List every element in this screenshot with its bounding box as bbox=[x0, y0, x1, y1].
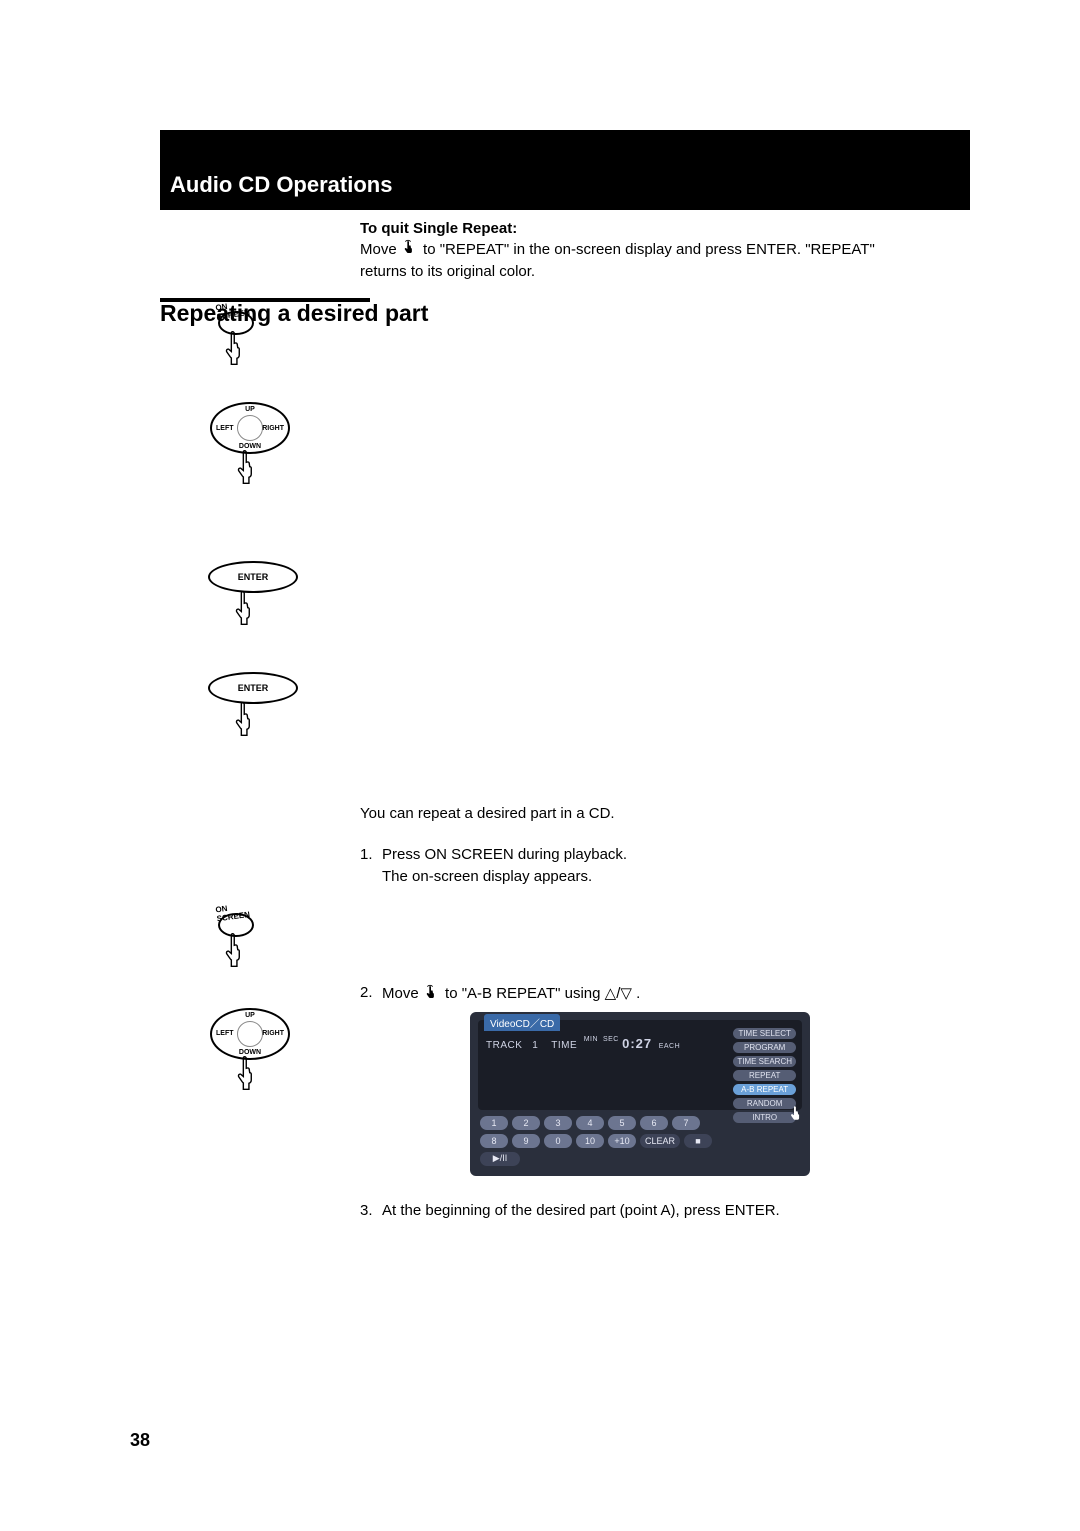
dpad-up-label: UP bbox=[245, 1012, 255, 1019]
osd-key: 7 bbox=[672, 1116, 700, 1130]
osd-menu-item: INTRO bbox=[733, 1112, 796, 1123]
step-2c: . bbox=[636, 985, 640, 1002]
dpad-right-label: RIGHT bbox=[262, 425, 284, 432]
step-2: 2. Move to "A-B REPEAT" using △/▽ . bbox=[360, 984, 970, 1004]
remote-illustration-stack: ON SCREEN UP DOWN LEFT RIGHT ENTER bbox=[160, 311, 970, 743]
osd-key: 4 bbox=[576, 1116, 604, 1130]
dpad-right-label: RIGHT bbox=[262, 1030, 284, 1037]
osd-sec: SEC bbox=[603, 1036, 619, 1043]
remote-dpad-icon: UP DOWN LEFT RIGHT bbox=[210, 1008, 290, 1060]
row-step2: UP DOWN LEFT RIGHT 2. Move to "A-B REPEA… bbox=[160, 984, 970, 1227]
osd-track-no: 1 bbox=[532, 1040, 538, 1051]
osd-key-play-pause: ▶/II bbox=[480, 1152, 520, 1166]
section-banner: Audio CD Operations bbox=[160, 130, 970, 210]
pressing-hand-icon bbox=[232, 700, 260, 738]
osd-key: 2 bbox=[512, 1116, 540, 1130]
osd-min: MIN bbox=[584, 1036, 598, 1043]
row-onscreen: ON SCREEN bbox=[160, 913, 970, 974]
osd-menu: TIME SELECT PROGRAM TIME SEARCH REPEAT A… bbox=[733, 1028, 796, 1123]
osd-panel: VideoCD／CD TRACK 1 TIME MIN SEC 0:27 EAC… bbox=[470, 1012, 810, 1176]
remote-enter-icon: ENTER bbox=[160, 672, 970, 743]
quit-line1: Move to "REPEAT" in the on-screen displa… bbox=[360, 239, 970, 261]
dpad-up-label: UP bbox=[245, 406, 255, 413]
triangle-down-icon: ▽ bbox=[620, 985, 632, 1002]
dpad-left-label: LEFT bbox=[216, 425, 234, 432]
triangle-up-icon: △ bbox=[605, 985, 617, 1002]
quit-line1b: to "REPEAT" in the on-screen display and… bbox=[423, 241, 875, 258]
dpad-down-label: DOWN bbox=[239, 443, 261, 450]
quit-title: To quit Single Repeat: bbox=[360, 218, 970, 239]
osd-menu-item: TIME SEARCH bbox=[733, 1056, 796, 1067]
step-2a: Move bbox=[382, 985, 423, 1002]
on-screen-label: ON SCREEN bbox=[215, 299, 253, 322]
osd-menu-item: REPEAT bbox=[733, 1070, 796, 1081]
quit-line2: returns to its original color. bbox=[360, 261, 970, 282]
step-2-num: 2. bbox=[360, 984, 382, 1004]
osd-key: 1 bbox=[480, 1116, 508, 1130]
step-1-line-b: The on-screen display appears. bbox=[382, 866, 970, 889]
step-3-text: At the beginning of the desired part (po… bbox=[382, 1202, 970, 1219]
osd-menu-item: RANDOM bbox=[733, 1098, 796, 1109]
osd-time-label: TIME bbox=[551, 1040, 577, 1051]
osd-key: 5 bbox=[608, 1116, 636, 1130]
osd-key: 3 bbox=[544, 1116, 572, 1130]
body-column: You can repeat a desired part in a CD. 1… bbox=[360, 803, 970, 889]
osd-key: 8 bbox=[480, 1134, 508, 1148]
remote-dpad-icon: UP DOWN LEFT RIGHT bbox=[160, 402, 970, 491]
osd-key-clear: CLEAR bbox=[640, 1134, 680, 1148]
step-2b: to "A-B REPEAT" using bbox=[445, 985, 605, 1002]
osd-key: 6 bbox=[640, 1116, 668, 1130]
quit-single-repeat: To quit Single Repeat: Move to "REPEAT" … bbox=[360, 218, 970, 282]
quit-line1a: Move bbox=[360, 241, 401, 258]
step-3: 3. At the beginning of the desired part … bbox=[360, 1202, 970, 1219]
osd-menu-item-highlight: A-B REPEAT bbox=[733, 1084, 796, 1095]
osd-tab: VideoCD／CD bbox=[484, 1014, 560, 1031]
remote-enter-icon: ENTER bbox=[160, 561, 970, 632]
banner-title: Audio CD Operations bbox=[170, 172, 392, 198]
osd-screen: VideoCD／CD TRACK 1 TIME MIN SEC 0:27 EAC… bbox=[478, 1020, 802, 1110]
osd-key: 9 bbox=[512, 1134, 540, 1148]
step-1: 1. Press ON SCREEN during playback. The … bbox=[360, 844, 970, 889]
enter-label: ENTER bbox=[238, 683, 269, 693]
page-number: 38 bbox=[130, 1430, 150, 1451]
on-screen-label: ON SCREEN bbox=[215, 900, 253, 923]
osd-key: 10 bbox=[576, 1134, 604, 1148]
osd-key: +10 bbox=[608, 1134, 636, 1148]
osd-track-label: TRACK bbox=[486, 1040, 522, 1051]
osd-each: EACH bbox=[659, 1043, 680, 1050]
intro-text: You can repeat a desired part in a CD. bbox=[360, 803, 970, 826]
step-1-num: 1. bbox=[360, 844, 382, 889]
step-3-num: 3. bbox=[360, 1202, 382, 1219]
enter-label: ENTER bbox=[238, 572, 269, 582]
hand-cursor-icon bbox=[401, 239, 419, 261]
osd-key: 0 bbox=[544, 1134, 572, 1148]
pressing-hand-icon bbox=[232, 589, 260, 627]
hand-cursor-icon bbox=[788, 1104, 806, 1125]
osd-menu-item: TIME SELECT bbox=[733, 1028, 796, 1039]
step-1-line-a: Press ON SCREEN during playback. bbox=[382, 844, 970, 867]
osd-key-stop: ■ bbox=[684, 1134, 712, 1148]
remote-on-screen-icon: ON SCREEN bbox=[218, 913, 254, 937]
hand-cursor-icon bbox=[423, 984, 441, 1004]
dpad-left-label: LEFT bbox=[216, 1030, 416, 1037]
osd-time-value: 0:27 bbox=[622, 1036, 652, 1051]
osd-menu-item: PROGRAM bbox=[733, 1042, 796, 1053]
dpad-down-label: DOWN bbox=[239, 1049, 261, 1056]
